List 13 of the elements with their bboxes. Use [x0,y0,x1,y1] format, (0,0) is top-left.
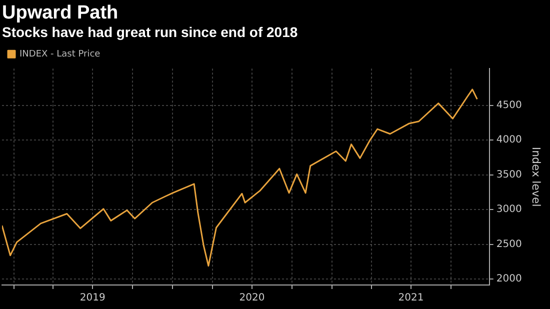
y-tick-label: 3000 [496,204,522,216]
x-tick-label: 2019 [80,292,106,304]
x-tick-label: 2020 [239,292,265,304]
y-tick-label: 2000 [496,274,522,285]
y-tick-label: 4000 [496,134,522,146]
y-tick-label: 4500 [496,100,522,111]
y-axis-title: Index level [530,146,543,207]
chart-subtitle: Stocks have had great run since end of 2018 [2,24,298,40]
y-tick-label: 3500 [496,169,522,180]
x-tick-label: 2021 [398,292,424,304]
y-tick-label: 2500 [496,238,522,250]
legend-label: INDEX - Last Price [20,49,101,60]
chart-title: Upward Path [2,2,118,24]
